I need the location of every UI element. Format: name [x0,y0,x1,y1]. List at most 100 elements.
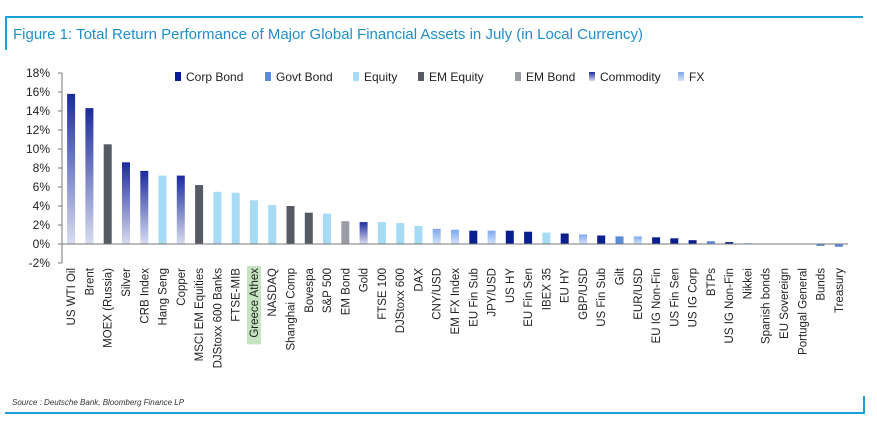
x-tick-label: EM FX Index [450,268,462,335]
bar [725,242,734,244]
bar [469,230,478,244]
x-tick-label: BTPs [706,268,718,296]
x-tick-label: NASDAQ [267,268,279,317]
bar [323,213,331,244]
x-tick-label: Gold [359,268,371,292]
x-tick-label: EU Fin Sub [468,268,480,327]
y-tick-label: 16% [26,85,50,99]
x-tick-label: US IG Non-Fin [724,268,736,343]
y-tick-label: 4% [33,199,51,213]
x-tick-label: EU Sovereign [779,268,791,339]
x-tick-label: DAX [413,268,425,292]
legend-label: EM Bond [526,70,575,84]
x-tick-label: S&P 500 [322,268,334,313]
x-tick-label: US HY [505,268,517,303]
chart-title: Figure 1: Total Return Performance of Ma… [13,26,643,43]
x-tick-label: Brent [84,267,96,295]
source-note: Source : Deutsche Bank, Bloomberg Financ… [12,398,185,407]
bar [451,229,459,245]
x-tick-label: JPY/USD [487,268,499,317]
bar [816,244,825,246]
bar [67,93,76,245]
bar [377,222,386,244]
legend-swatch [175,72,181,81]
y-tick-label: 8% [33,161,51,175]
legend-swatch [265,72,271,81]
bar [304,212,313,244]
x-tick-label: CNY/USD [432,268,444,320]
bar [579,234,587,244]
bar [396,223,405,244]
bar [414,226,423,244]
bar [542,232,551,244]
x-tick-label: MSCI EM Equities [194,268,206,362]
x-tick-label: Nikkei [743,268,755,299]
legend-label: EM Equity [429,70,484,84]
x-tick-label: US IG Corp [688,268,700,327]
legend: Corp Bond Govt Bond Equity EM Equity EM Bond… [175,70,704,84]
x-tick-label: EM Bond [340,268,352,315]
x-tick-label: US Fin Sub [596,268,608,327]
x-tick-label: Copper [176,268,188,306]
bar [633,236,642,244]
frame-right-rule [863,396,865,414]
x-tick-label: EU IG Non-Fin [651,268,663,343]
legend-swatch [515,72,521,81]
x-tick-label: Shanghai Comp [286,268,298,350]
bar [103,144,112,245]
bars [67,93,843,247]
legend-label: Corp Bond [186,70,243,84]
x-tick-label: EU Fin Sen [523,268,535,327]
y-tick-label: 18% [26,66,50,80]
x-tick-label: Silver [121,268,133,297]
legend-swatch [418,72,424,81]
frame-left-rule [5,16,7,50]
y-axis: 18% 16% 14% 12% 10% 8% 6% 4% 2% 0% -2% [26,66,63,270]
bar [652,237,661,244]
bar [213,191,222,245]
x-tick-label: US Fin Sen [669,268,681,327]
y-tick-label: 6% [33,180,51,194]
bar [195,185,204,244]
legend-swatch [678,72,684,81]
x-tick-label: MOEX (Russia) [103,268,115,348]
bar [268,205,277,244]
bar [359,222,368,244]
legend-swatch [589,72,595,81]
x-tick-label: CRB Index [139,268,151,324]
y-tick-label: 12% [26,123,50,137]
bar [597,235,606,244]
bar [122,162,130,244]
x-tick-label: DJStoxx 600 Banks [212,268,224,369]
bar [688,240,697,244]
frame-top-rule [5,16,863,18]
highlight-label-bg [246,266,261,345]
y-tick-label: 10% [26,142,50,156]
x-tick-label: Treasury [834,268,846,313]
bar [706,241,715,244]
x-tick-label: Bovespa [304,267,316,312]
x-tick-label: GBP/USD [578,268,590,320]
bar [670,238,679,244]
bar [524,231,533,244]
x-tick-label: Spanish bonds [761,268,773,344]
bar [249,200,258,244]
y-tick-label: 14% [26,104,50,118]
bar [487,230,496,244]
bar [286,206,295,244]
bar [505,230,514,244]
x-tick-label: Bunds [816,268,828,301]
x-tick-label: FTSE 100 [377,268,389,320]
bar [85,108,94,244]
x-tick-label: EU HY [560,268,572,303]
x-tick-label: IBEX 35 [541,268,553,310]
y-tick-label: 0% [33,237,51,251]
legend-label: Equity [364,70,397,84]
x-tick-label: Gilt [615,267,627,285]
x-tick-label: Greece Athex [249,268,261,338]
x-tick-label: EUR/USD [633,268,645,320]
bar [341,221,350,244]
bar [432,228,441,244]
legend-label: Commodity [600,70,661,84]
